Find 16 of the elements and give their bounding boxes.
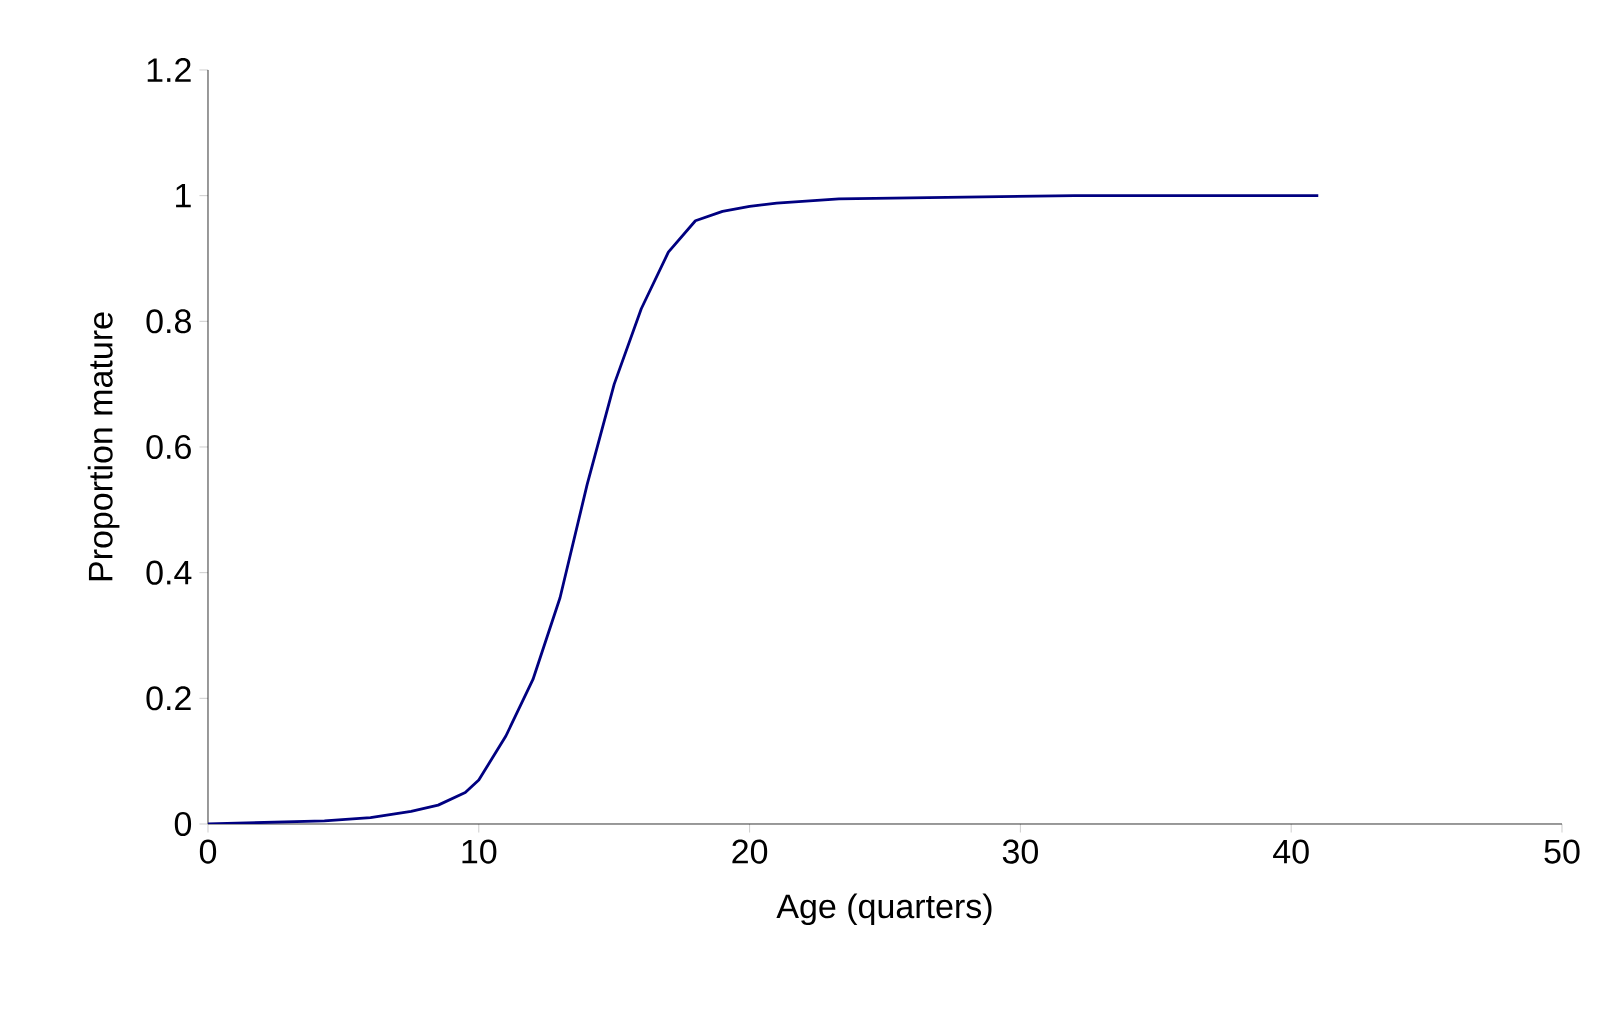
x-tick-label: 0 — [199, 839, 217, 864]
y-tick-label: 0.8 — [146, 309, 191, 334]
x-tick-label: 50 — [1544, 839, 1580, 864]
y-tick-label: 0.6 — [146, 434, 191, 460]
line-series — [207, 194, 1320, 824]
y-axis-title: Proportion mature — [87, 312, 120, 581]
y-tick-label: 1 — [176, 183, 191, 208]
x-tick-label: 30 — [1002, 839, 1038, 864]
x-axis-title: Age (quarters) — [776, 893, 992, 926]
y-tick-label: 0.4 — [146, 560, 192, 585]
x-tick-label: 20 — [732, 839, 768, 864]
x-tick-label: 40 — [1273, 839, 1309, 864]
y-tick-label: 0.2 — [146, 686, 191, 711]
y-tick-label: 0 — [174, 811, 192, 837]
x-tick-label: 10 — [462, 839, 497, 864]
y-tick-label: 1.2 — [147, 58, 191, 82]
